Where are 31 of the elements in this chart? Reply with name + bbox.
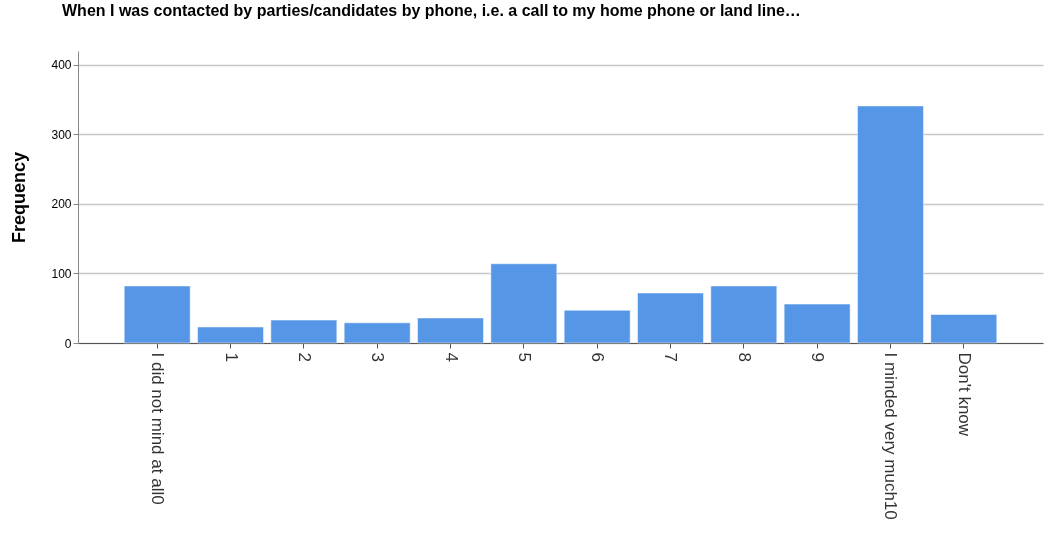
x-tick-label: 7 [661, 352, 681, 362]
y-tick-label: 0 [64, 336, 72, 351]
bar [417, 317, 485, 344]
x-tick-label: Don't know [954, 352, 974, 437]
bar [490, 263, 558, 344]
x-tick-label: 6 [588, 352, 608, 362]
bar [123, 285, 191, 344]
chart-title: When I was contacted by parties/candidates by phone, i.e. a call to my home phone or land line… [62, 2, 801, 19]
x-tick-label: I did not mind at all0 [148, 352, 168, 505]
x-tick-label: 2 [294, 352, 314, 362]
x-tick-label: 9 [808, 352, 828, 362]
y-axis-title: Frequency [9, 151, 30, 244]
bar [856, 105, 924, 344]
x-tick-label: I minded very much10 [881, 352, 901, 520]
bar [197, 326, 265, 344]
bar [270, 319, 338, 344]
bar [930, 314, 998, 344]
y-tick-label: 300 [51, 127, 72, 142]
bar [563, 309, 631, 344]
x-tick-label: 1 [221, 352, 241, 362]
y-tick-label: 100 [51, 266, 72, 281]
bar [343, 322, 411, 344]
bar [636, 292, 704, 344]
x-tick-label: 3 [368, 352, 388, 362]
y-tick-label: 400 [51, 58, 72, 73]
bar [783, 303, 851, 344]
y-tick-label: 200 [51, 197, 72, 212]
bar [710, 285, 778, 344]
x-tick-label: 5 [514, 352, 534, 362]
x-tick-label: 4 [441, 352, 461, 362]
x-tick-label: 8 [734, 352, 754, 362]
